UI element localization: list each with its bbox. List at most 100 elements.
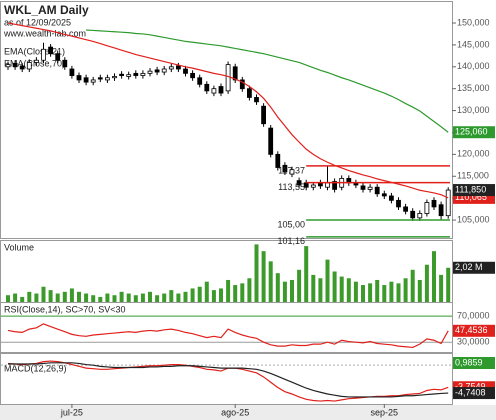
- candle-body: [154, 69, 160, 73]
- volume-bar: [247, 278, 252, 302]
- volume-bar: [424, 264, 429, 302]
- volume-bar: [226, 279, 231, 302]
- candle-body: [360, 185, 366, 190]
- last-value-label-box: [453, 126, 495, 139]
- volume-bar: [204, 281, 209, 302]
- volume-bar: [41, 286, 46, 302]
- volume-bar: [148, 291, 152, 302]
- x-axis-band: [0, 405, 496, 420]
- candle-body: [204, 83, 210, 92]
- volume-bar: [133, 295, 138, 302]
- volume-bar: [290, 279, 294, 302]
- volume-bar: [361, 285, 365, 302]
- candle-body: [332, 181, 338, 190]
- candle-body: [239, 79, 245, 90]
- volume-bar: [119, 291, 124, 302]
- volume-bar: [282, 281, 287, 302]
- candle-body: [112, 76, 117, 79]
- subtitle: as of 12/09/2025: [4, 17, 71, 27]
- volume-bar: [389, 281, 394, 302]
- candle-body: [282, 164, 288, 173]
- volume-bar: [140, 293, 145, 302]
- candle-body: [48, 46, 53, 55]
- volume-bar: [48, 290, 53, 302]
- candle-body: [289, 169, 295, 175]
- y-tick-label: 120,000: [457, 149, 490, 159]
- volume-bar: [197, 286, 202, 302]
- panel-title: RSI(Close,14), SC>70, SV<30: [4, 304, 126, 314]
- candle-body: [417, 213, 423, 219]
- candle-body: [261, 105, 267, 125]
- candle-body: [183, 68, 188, 74]
- volume-bar: [353, 281, 358, 302]
- volume-bar: [211, 290, 216, 302]
- panel-title: MACD(12,26,9): [4, 363, 67, 373]
- x-tick-label: ago-25: [221, 407, 249, 417]
- candle-body: [140, 72, 146, 76]
- y-tick-label: 105,000: [457, 214, 490, 224]
- candle-body: [83, 77, 89, 83]
- legend-entry: EMA(Close,21): [4, 46, 65, 56]
- volume-bar: [275, 273, 280, 302]
- candle-body: [105, 77, 110, 81]
- candle-body: [211, 88, 217, 94]
- y-tick-label: 30,0000: [457, 337, 490, 347]
- volume-bar: [325, 259, 330, 302]
- volume-bar: [55, 293, 60, 302]
- volume-bar: [34, 293, 39, 302]
- last-value-label: 110,065: [455, 192, 487, 202]
- volume-bar: [311, 274, 316, 302]
- y-tick-label: 130,000: [457, 105, 490, 115]
- candle-body: [296, 180, 302, 186]
- volume-bar: [91, 295, 96, 302]
- volume-bar: [339, 276, 344, 302]
- candle-body: [26, 62, 32, 70]
- volume-bar: [13, 293, 18, 302]
- volume-bar: [155, 295, 160, 302]
- volume-bar: [254, 244, 259, 302]
- level-label: 113,55: [278, 182, 305, 192]
- volume-bar: [410, 269, 415, 302]
- ema-line: [86, 29, 449, 133]
- volume-bar: [346, 278, 351, 302]
- candle-body: [34, 59, 39, 63]
- candle-body: [225, 64, 231, 92]
- last-value-label: -3,7549: [455, 382, 486, 392]
- candle-body: [19, 65, 25, 70]
- rsi-panel: [0, 302, 453, 353]
- candle-body: [374, 186, 380, 195]
- candle-body: [445, 189, 451, 217]
- volume-bar: [304, 246, 309, 302]
- volume-bar: [98, 296, 103, 302]
- candle-body: [197, 77, 203, 85]
- candle-body: [431, 199, 437, 208]
- y-tick-label: 145,000: [457, 39, 490, 49]
- last-volume-label-box: [453, 261, 495, 274]
- volume-bar: [375, 279, 380, 302]
- last-close-label-box: [453, 184, 495, 197]
- level-label: 105,00: [277, 219, 305, 229]
- volume-bar: [6, 295, 10, 302]
- macd-panel: [0, 353, 453, 405]
- candle-body: [410, 210, 416, 219]
- volume-bar: [112, 295, 117, 302]
- candle-body: [69, 68, 75, 76]
- y-tick-label: 115,000: [457, 171, 489, 181]
- volume-bar: [332, 271, 337, 302]
- candle-body: [62, 59, 68, 68]
- candle-body: [424, 202, 430, 214]
- candle-body: [41, 48, 46, 61]
- last-value-label: 47,4536: [455, 325, 488, 335]
- candle-body: [119, 73, 124, 76]
- volume-bar: [126, 293, 131, 302]
- last-value-label-box: [453, 324, 495, 337]
- volume-bar: [105, 293, 110, 302]
- candle-body: [97, 77, 103, 80]
- annotation: 0,9859: [455, 357, 483, 367]
- candle-body: [126, 74, 132, 77]
- volume-bar: [162, 293, 167, 302]
- candle-body: [5, 64, 11, 68]
- level-label: 101,16: [277, 236, 305, 246]
- volume-bar: [396, 283, 401, 302]
- volume-bar: [233, 285, 238, 302]
